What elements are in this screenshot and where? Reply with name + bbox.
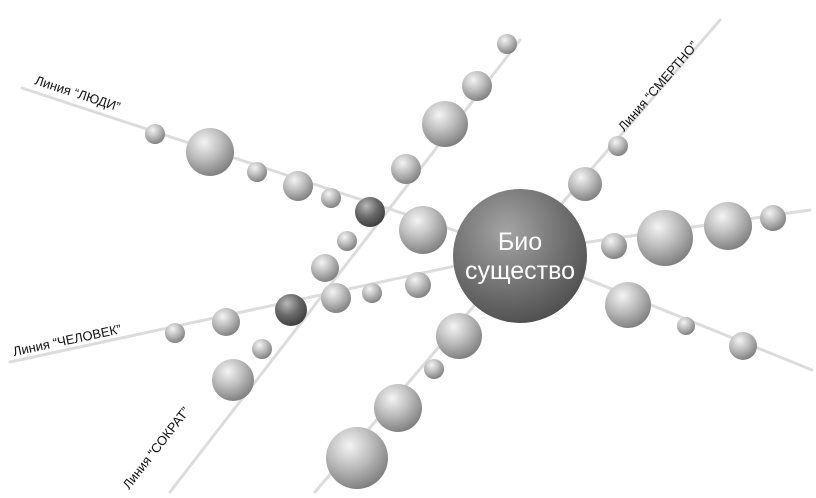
sphere <box>145 124 165 144</box>
sphere <box>608 136 628 156</box>
sphere <box>247 162 267 182</box>
line-label-mortal: Линия “СМЕРТНО” <box>615 38 701 134</box>
sphere <box>729 332 757 360</box>
sphere <box>252 339 272 359</box>
sphere <box>405 272 431 298</box>
sphere <box>422 101 468 147</box>
sphere <box>601 233 627 259</box>
sphere <box>321 283 351 313</box>
sphere <box>391 154 421 184</box>
sphere <box>311 254 339 282</box>
center-label-line2: существо <box>465 257 575 285</box>
sphere <box>165 323 185 343</box>
sphere <box>212 359 254 401</box>
sphere <box>704 202 752 250</box>
line-labels: Линия “ЛЮДИ” Линия “ЧЕЛОВЕК” Линия “СОКР… <box>12 38 701 492</box>
sphere <box>374 384 422 432</box>
sphere <box>212 308 240 336</box>
sphere <box>568 167 602 201</box>
sphere <box>462 71 492 101</box>
center-node: Био существо <box>453 189 587 323</box>
sphere <box>321 188 341 208</box>
line-label-people: Линия “ЛЮДИ” <box>33 73 122 115</box>
sphere <box>637 210 693 266</box>
center-label-line1: Био <box>498 228 542 256</box>
sphere <box>326 427 388 489</box>
spheres <box>145 34 786 489</box>
sphere <box>760 205 786 231</box>
sphere <box>186 128 234 176</box>
sphere <box>436 313 482 359</box>
line-human <box>8 250 522 364</box>
sphere-dark <box>355 197 385 227</box>
sphere <box>424 359 444 379</box>
sphere <box>399 206 447 254</box>
sphere <box>337 231 357 251</box>
sphere <box>677 317 695 335</box>
sphere <box>362 283 382 303</box>
center-sphere <box>453 189 587 323</box>
sphere-dark <box>275 294 307 326</box>
sphere <box>497 34 517 54</box>
sphere <box>605 282 651 328</box>
sphere <box>283 171 313 201</box>
